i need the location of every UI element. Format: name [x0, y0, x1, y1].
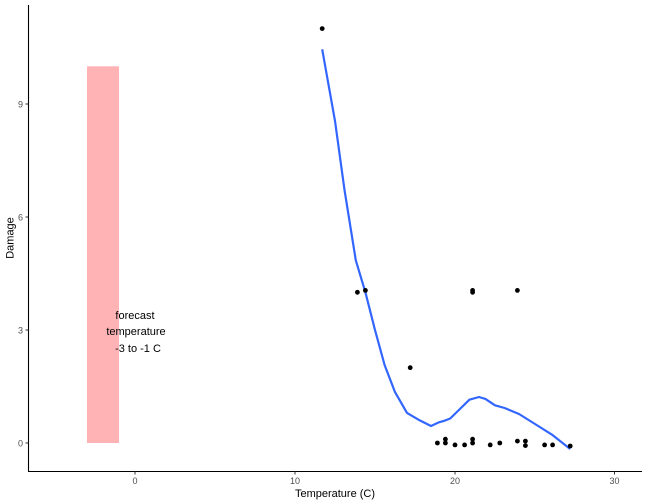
data-point [487, 442, 493, 448]
x-tick-label: 10 [290, 476, 300, 486]
annotation-line-2: temperature [106, 326, 165, 338]
data-point [550, 442, 555, 448]
data-point [470, 436, 475, 442]
annotation-line-3: -3 to -1 C [115, 343, 161, 355]
data-point [452, 442, 458, 448]
data-point [443, 440, 448, 446]
y-tick-label: 3 [18, 326, 23, 336]
data-point [497, 440, 503, 446]
x-tick-label: 20 [450, 476, 460, 486]
data-point [443, 436, 448, 442]
x-tick-label: 30 [609, 476, 619, 486]
plot-panel: forecast temperature -3 to -1 C [87, 26, 573, 450]
data-point [523, 443, 528, 448]
data-point [355, 289, 360, 295]
data-point [515, 438, 520, 444]
data-point [567, 443, 573, 449]
annotation-line-1: forecast [115, 310, 154, 322]
forecast-annotation: forecast temperature -3 to -1 C [106, 310, 165, 355]
data-point [515, 288, 520, 293]
forecast-band [87, 66, 119, 444]
data-point [363, 288, 368, 293]
y-tick-label: 0 [18, 439, 23, 449]
data-point [470, 440, 475, 446]
data-point [523, 438, 528, 444]
y-axis: 0 3 6 9 Damage [5, 5, 30, 472]
y-axis-title: Damage [5, 217, 17, 259]
y-tick-label: 9 [18, 100, 23, 110]
data-point [407, 365, 413, 371]
x-tick-label: 0 [132, 476, 137, 486]
smooth-line [321, 49, 571, 450]
data-point [470, 288, 475, 293]
data-point [319, 26, 325, 31]
data-point [435, 440, 440, 446]
x-axis-title: Temperature (C) [295, 488, 375, 500]
y-tick-label: 6 [18, 213, 23, 223]
x-axis: 0 10 20 30 Temperature (C) [28, 470, 642, 500]
data-points [319, 26, 573, 449]
data-point [462, 442, 467, 448]
data-point [542, 442, 547, 448]
